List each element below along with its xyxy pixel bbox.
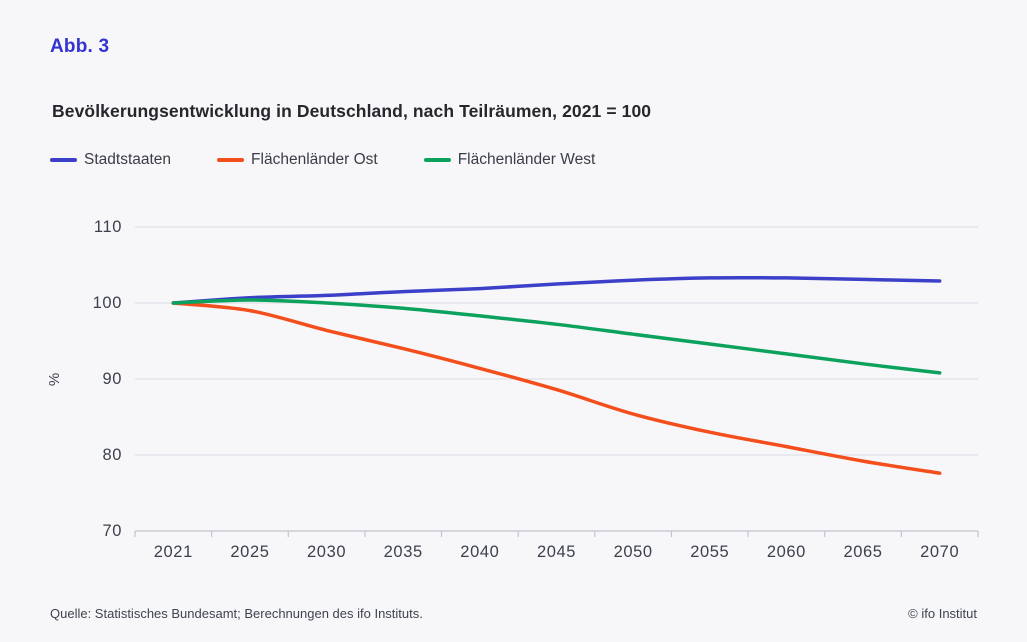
x-tick-label: 2045 [536, 543, 577, 561]
y-tick-label: 110 [93, 217, 122, 236]
series-line-0 [171, 275, 942, 305]
x-tick-label: 2070 [920, 543, 960, 561]
legend-item-flaechenlaender-ost: Flächenländer Ost [217, 151, 378, 169]
legend-swatch-stadtstaaten [50, 158, 77, 162]
figure-label: Abb. 3 [50, 36, 110, 57]
x-tick-label: 2040 [460, 543, 500, 561]
legend-item-flaechenlaender-west: Flächenländer West [423, 151, 596, 169]
chart-legend: Stadtstaaten Flächenländer Ost Flächenlä… [50, 151, 595, 169]
legend-swatch-flaechenlaender-west [423, 158, 451, 162]
legend-item-stadtstaaten: Stadtstaaten [50, 151, 171, 169]
x-tick-label: 2035 [383, 543, 423, 561]
source-note: Quelle: Statistisches Bundesamt; Berechn… [50, 606, 423, 621]
series-line-1 [171, 301, 942, 475]
x-tick-label: 2025 [230, 543, 270, 561]
x-tick-label: 2060 [766, 543, 806, 561]
y-tick-label: 90 [102, 369, 122, 388]
legend-label: Flächenländer West [457, 151, 596, 168]
legend-label: Stadtstaaten [84, 151, 172, 168]
legend-label: Flächenländer Ost [251, 151, 378, 168]
legend-swatch-flaechenlaender-ost [217, 158, 245, 162]
y-axis-unit-label: % [46, 372, 64, 387]
y-tick-label: 100 [92, 293, 122, 312]
x-tick-label: 2050 [613, 543, 653, 561]
series-line-2 [171, 298, 942, 375]
y-tick-label: 70 [102, 521, 122, 540]
x-tick-label: 2030 [307, 543, 347, 561]
y-tick-label: 80 [102, 445, 122, 464]
x-tick-label: 2021 [153, 543, 193, 561]
x-tick-label: 2065 [843, 543, 883, 561]
copyright-note: © ifo Institut [908, 606, 977, 621]
chart-title: Bevölkerungsentwicklung in Deutschland, … [52, 101, 652, 121]
x-tick-label: 2055 [690, 543, 730, 561]
